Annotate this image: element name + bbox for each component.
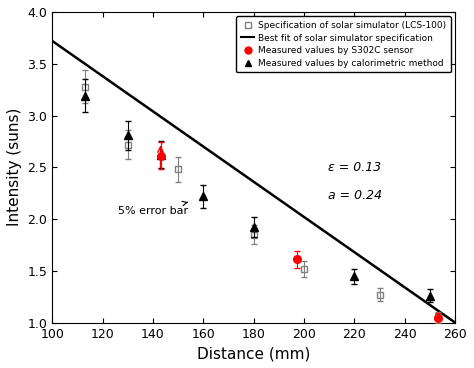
Text: a = 0.24: a = 0.24 [328, 189, 383, 202]
Text: 5% error bar: 5% error bar [118, 201, 188, 216]
Text: ε = 0.13: ε = 0.13 [328, 161, 382, 174]
Legend: Specification of solar simulator (LCS-100), Best fit of solar simulator specific: Specification of solar simulator (LCS-10… [237, 17, 451, 72]
X-axis label: Distance (mm): Distance (mm) [197, 346, 310, 361]
Y-axis label: Intensity (suns): Intensity (suns) [7, 108, 22, 226]
